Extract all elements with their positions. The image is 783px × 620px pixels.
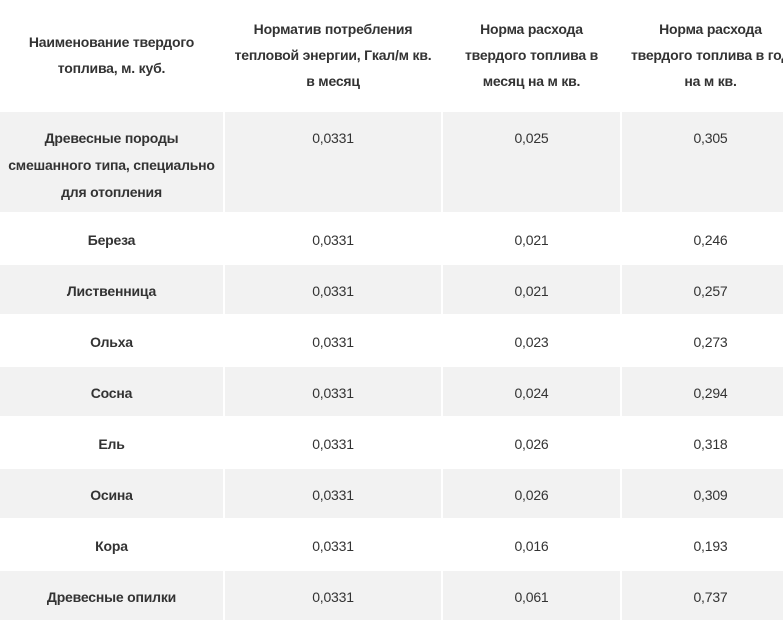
cell-fuel-name: Кора [0, 518, 225, 570]
cell-heat-norm: 0,0331 [224, 467, 443, 519]
cell-fuel-name: Сосна [0, 365, 225, 417]
cell-heat-norm: 0,0331 [224, 212, 443, 264]
table-row: Береза 0,0331 0,021 0,246 [0, 212, 783, 264]
cell-monthly-norm: 0,021 [442, 263, 622, 315]
cell-monthly-norm: 0,016 [442, 518, 622, 570]
header-row: Наименование твердого топлива, м. куб. Н… [0, 0, 783, 111]
cell-monthly-norm: 0,025 [442, 110, 622, 213]
cell-yearly-norm: 0,193 [621, 518, 783, 570]
cell-monthly-norm: 0,024 [442, 365, 622, 417]
cell-yearly-norm: 0,305 [621, 110, 783, 213]
table-row: Осина 0,0331 0,026 0,309 [0, 467, 783, 519]
cell-monthly-norm: 0,061 [442, 569, 622, 620]
table-row: Сосна 0,0331 0,024 0,294 [0, 365, 783, 417]
cell-yearly-norm: 0,273 [621, 314, 783, 366]
cell-fuel-name: Ольха [0, 314, 225, 366]
cell-monthly-norm: 0,026 [442, 467, 622, 519]
cell-fuel-name: Береза [0, 212, 225, 264]
header-fuel-name: Наименование твердого топлива, м. куб. [0, 0, 225, 111]
cell-heat-norm: 0,0331 [224, 365, 443, 417]
table-row: Кора 0,0331 0,016 0,193 [0, 518, 783, 570]
cell-heat-norm: 0,0331 [224, 263, 443, 315]
table-row: Древесные опилки 0,0331 0,061 0,737 [0, 569, 783, 620]
cell-heat-norm: 0,0331 [224, 110, 443, 213]
cell-heat-norm: 0,0331 [224, 416, 443, 468]
table-row: Лиственница 0,0331 0,021 0,257 [0, 263, 783, 315]
cell-yearly-norm: 0,294 [621, 365, 783, 417]
header-monthly-norm: Норма расхода твердого топлива в месяц н… [442, 0, 622, 111]
cell-yearly-norm: 0,318 [621, 416, 783, 468]
cell-fuel-name: Древесные породы смешанного типа, специа… [0, 110, 225, 213]
cell-fuel-name: Ель [0, 416, 225, 468]
cell-monthly-norm: 0,023 [442, 314, 622, 366]
cell-heat-norm: 0,0331 [224, 569, 443, 620]
table-row: Древесные породы смешанного типа, специа… [0, 110, 783, 213]
cell-yearly-norm: 0,257 [621, 263, 783, 315]
table-row: Ель 0,0331 0,026 0,318 [0, 416, 783, 468]
cell-monthly-norm: 0,026 [442, 416, 622, 468]
cell-fuel-name: Осина [0, 467, 225, 519]
cell-yearly-norm: 0,737 [621, 569, 783, 620]
table-row: Ольха 0,0331 0,023 0,273 [0, 314, 783, 366]
header-yearly-norm: Норма расхода твердого топлива в год на … [621, 0, 783, 111]
cell-fuel-name: Древесные опилки [0, 569, 225, 620]
cell-monthly-norm: 0,021 [442, 212, 622, 264]
cell-heat-norm: 0,0331 [224, 314, 443, 366]
cell-fuel-name: Лиственница [0, 263, 225, 315]
cell-heat-norm: 0,0331 [224, 518, 443, 570]
cell-yearly-norm: 0,246 [621, 212, 783, 264]
cell-yearly-norm: 0,309 [621, 467, 783, 519]
header-heat-norm: Норматив потребления тепловой энергии, Г… [224, 0, 443, 111]
